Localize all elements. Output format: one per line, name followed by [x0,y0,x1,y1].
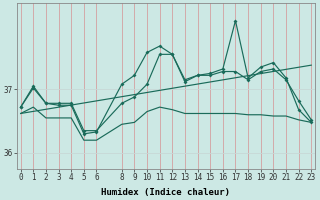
X-axis label: Humidex (Indice chaleur): Humidex (Indice chaleur) [101,188,230,197]
